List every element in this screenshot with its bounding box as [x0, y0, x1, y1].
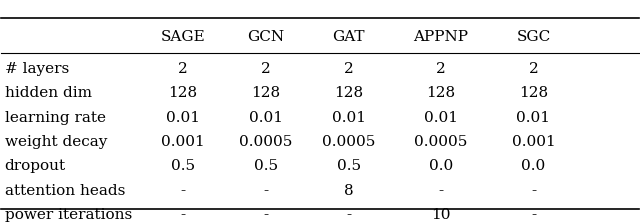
Text: 0.5: 0.5 — [254, 159, 278, 173]
Text: -: - — [180, 208, 186, 222]
Text: 0.0005: 0.0005 — [239, 135, 292, 149]
Text: 0.01: 0.01 — [249, 111, 283, 125]
Text: learning rate: learning rate — [4, 111, 106, 125]
Text: 0.5: 0.5 — [171, 159, 195, 173]
Text: -: - — [531, 184, 536, 198]
Text: 0.01: 0.01 — [332, 111, 365, 125]
Text: 128: 128 — [334, 86, 364, 100]
Text: -: - — [438, 184, 444, 198]
Text: 2: 2 — [436, 62, 446, 76]
Text: 128: 128 — [168, 86, 198, 100]
Text: -: - — [180, 184, 186, 198]
Text: GCN: GCN — [247, 30, 284, 44]
Text: 0.01: 0.01 — [516, 111, 550, 125]
Text: 10: 10 — [431, 208, 451, 222]
Text: 0.0005: 0.0005 — [322, 135, 376, 149]
Text: -: - — [263, 184, 268, 198]
Text: 0.01: 0.01 — [166, 111, 200, 125]
Text: hidden dim: hidden dim — [4, 86, 92, 100]
Text: dropout: dropout — [4, 159, 66, 173]
Text: 128: 128 — [252, 86, 280, 100]
Text: GAT: GAT — [332, 30, 365, 44]
Text: 0.01: 0.01 — [424, 111, 458, 125]
Text: 0.0: 0.0 — [429, 159, 453, 173]
Text: 2: 2 — [178, 62, 188, 76]
Text: -: - — [263, 208, 268, 222]
Text: attention heads: attention heads — [4, 184, 125, 198]
Text: SAGE: SAGE — [161, 30, 205, 44]
Text: 0.0005: 0.0005 — [414, 135, 468, 149]
Text: weight decay: weight decay — [4, 135, 107, 149]
Text: power iterations: power iterations — [4, 208, 132, 222]
Text: 128: 128 — [519, 86, 548, 100]
Text: 2: 2 — [529, 62, 538, 76]
Text: 0.0: 0.0 — [522, 159, 545, 173]
Text: -: - — [346, 208, 351, 222]
Text: 8: 8 — [344, 184, 353, 198]
Text: SGC: SGC — [516, 30, 550, 44]
Text: 0.001: 0.001 — [511, 135, 556, 149]
Text: 128: 128 — [426, 86, 456, 100]
Text: # layers: # layers — [4, 62, 69, 76]
Text: 0.5: 0.5 — [337, 159, 361, 173]
Text: 0.001: 0.001 — [161, 135, 205, 149]
Text: 2: 2 — [261, 62, 271, 76]
Text: APPNP: APPNP — [413, 30, 468, 44]
Text: -: - — [531, 208, 536, 222]
Text: 2: 2 — [344, 62, 353, 76]
